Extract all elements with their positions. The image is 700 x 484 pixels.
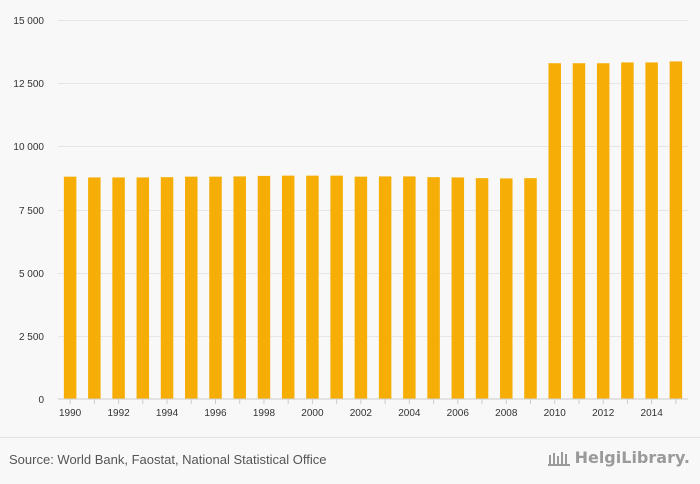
- x-tick-label: 1996: [204, 408, 227, 419]
- y-tick-label: 10 000: [13, 142, 44, 153]
- x-tick-label: 1994: [156, 408, 179, 419]
- bars: [63, 61, 683, 400]
- y-tick-label: 5 000: [19, 269, 44, 280]
- bar-2006[interactable]: [451, 177, 465, 399]
- bar-1990[interactable]: [63, 176, 77, 399]
- bar-2004[interactable]: [403, 176, 416, 399]
- x-tick-label: 2006: [447, 408, 470, 419]
- source-note: Source: World Bank, Faostat, National St…: [9, 452, 327, 467]
- bar-2002[interactable]: [354, 176, 368, 399]
- y-tick-label: 7 500: [19, 206, 44, 217]
- bar-2007[interactable]: [475, 178, 489, 399]
- y-tick-label: 2 500: [19, 332, 44, 343]
- footer: Source: World Bank, Faostat, National St…: [0, 437, 700, 484]
- y-tick-label: 12 500: [13, 79, 44, 90]
- x-tick-label: 1990: [59, 408, 82, 419]
- bar-2015[interactable]: [669, 61, 683, 399]
- bar-2011[interactable]: [572, 63, 586, 400]
- y-axis-ticks: 0 2 500 5 000 7 500 10 000 12 500 15 000: [13, 16, 44, 406]
- bar-2009[interactable]: [524, 178, 537, 399]
- x-tick-label: 2014: [641, 408, 664, 419]
- bar-2010[interactable]: [548, 63, 561, 400]
- bar-1996[interactable]: [209, 176, 222, 399]
- y-tick-label: 0: [38, 395, 44, 406]
- x-tick-label: 2012: [592, 408, 615, 419]
- bar-2005[interactable]: [427, 177, 440, 399]
- helgilibrary-logo[interactable]: HelgiLibrary.: [547, 448, 690, 467]
- logo-text: HelgiLibrary.: [574, 448, 690, 467]
- x-tick-label: 2002: [350, 408, 373, 419]
- x-tick-label: 2000: [301, 408, 324, 419]
- library-logo-icon: [547, 451, 570, 466]
- x-tick-label: 1992: [107, 408, 130, 419]
- bar-1999[interactable]: [281, 175, 295, 399]
- x-tick-label: 2004: [398, 408, 421, 419]
- y-tick-label: 15 000: [13, 16, 44, 27]
- bar-2013[interactable]: [621, 62, 634, 399]
- bar-2014[interactable]: [645, 62, 658, 399]
- grid-lines: [58, 20, 688, 337]
- bar-2001[interactable]: [330, 175, 343, 399]
- bar-1991[interactable]: [88, 177, 101, 399]
- x-tick-label: 1998: [253, 408, 276, 419]
- bar-2003[interactable]: [378, 176, 392, 399]
- bar-2008[interactable]: [500, 178, 513, 399]
- bar-1994[interactable]: [160, 177, 174, 399]
- bar-1993[interactable]: [136, 177, 150, 399]
- x-tick-label: 2008: [495, 408, 518, 419]
- bar-1995[interactable]: [185, 176, 198, 399]
- bar-2012[interactable]: [596, 63, 610, 400]
- bar-1998[interactable]: [257, 175, 271, 399]
- bar-2000[interactable]: [306, 175, 319, 399]
- bar-1992[interactable]: [112, 177, 125, 399]
- x-axis-ticks: 1990 1992 1994 1996 1998 2000 2002 2004 2006 2008…: [59, 399, 677, 419]
- bar-1997[interactable]: [233, 176, 246, 399]
- x-tick-label: 2010: [544, 408, 567, 419]
